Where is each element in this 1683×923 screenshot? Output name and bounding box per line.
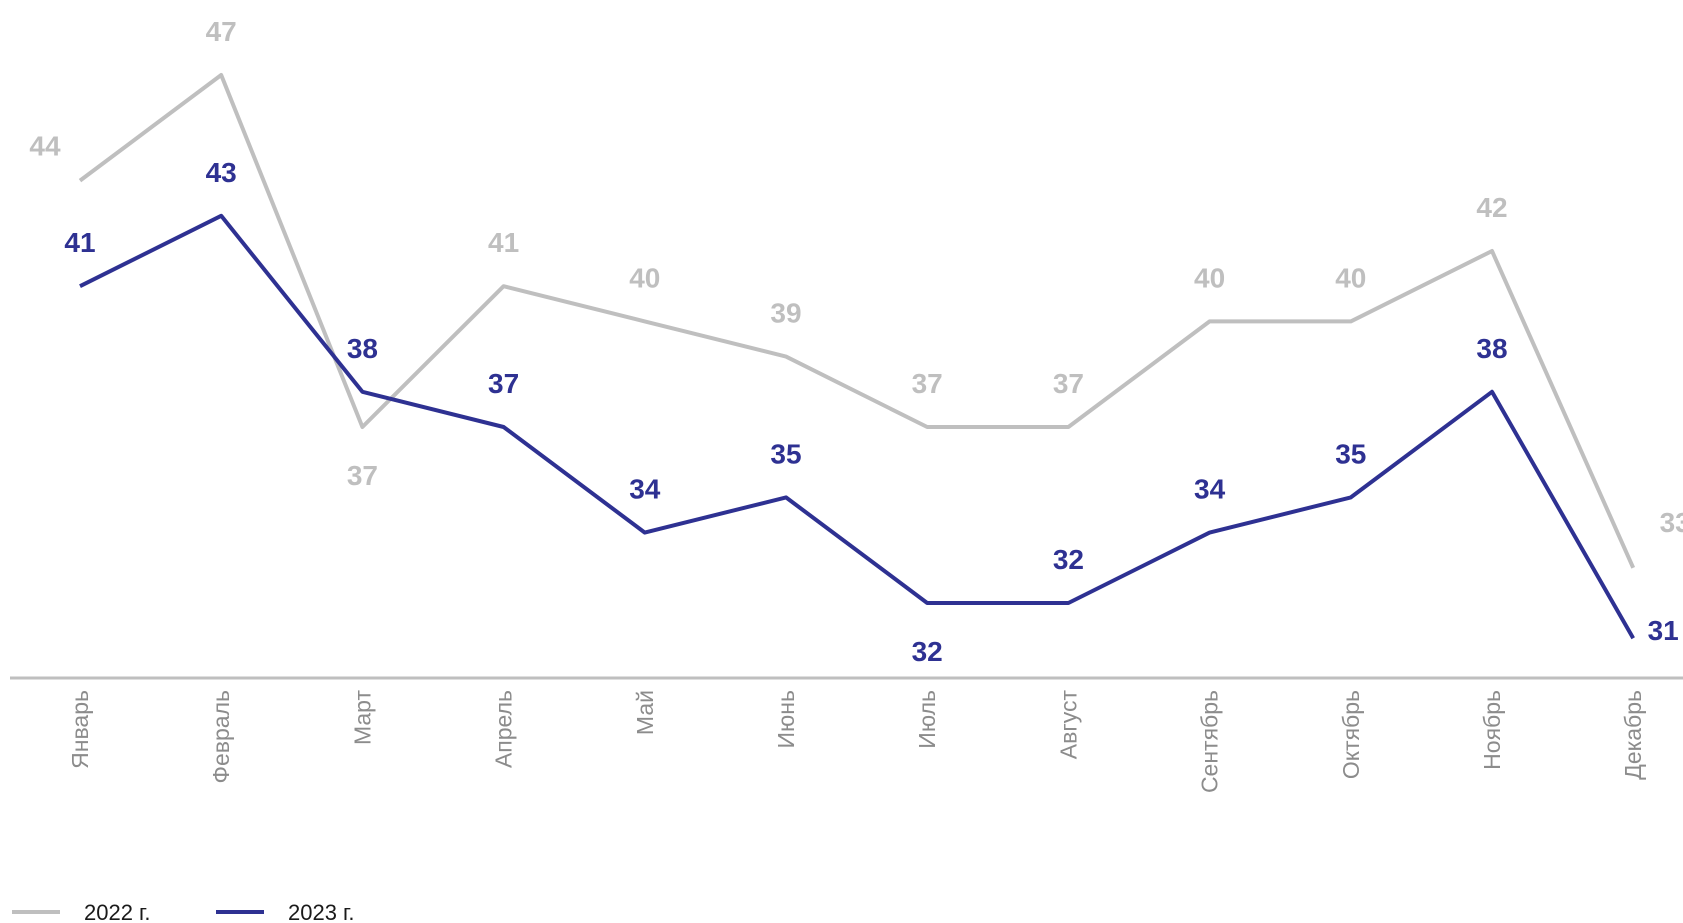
data-label: 40 bbox=[1194, 262, 1225, 293]
data-label: 37 bbox=[1053, 368, 1084, 399]
data-label: 37 bbox=[488, 368, 519, 399]
series-line-2022 bbox=[78, 73, 1636, 569]
data-label: 34 bbox=[629, 474, 661, 505]
data-label: 34 bbox=[1194, 474, 1226, 505]
legend: 2022 г. 2023 г. bbox=[12, 900, 355, 923]
data-label: 37 bbox=[347, 460, 378, 491]
data-label: 42 bbox=[1476, 192, 1507, 223]
x-tick-label: Январь bbox=[67, 690, 93, 769]
data-label: 33 bbox=[1660, 507, 1683, 538]
x-tick-label: Июль bbox=[914, 690, 940, 749]
x-tick-label: Октябрь bbox=[1338, 690, 1364, 779]
data-label: 32 bbox=[912, 636, 943, 667]
data-label: 39 bbox=[770, 298, 801, 329]
x-tick-label: Июнь bbox=[773, 690, 799, 748]
data-label: 38 bbox=[1476, 333, 1507, 364]
data-label: 47 bbox=[206, 16, 237, 47]
series-lines bbox=[78, 73, 1636, 640]
data-label: 37 bbox=[912, 368, 943, 399]
data-label: 31 bbox=[1648, 615, 1679, 646]
x-tick-label: Май bbox=[632, 690, 658, 735]
x-axis-tick-labels: Январь Февраль Март Апрель Май Июнь Июль Август… bbox=[67, 690, 1646, 794]
data-label: 35 bbox=[1335, 438, 1366, 469]
data-label: 40 bbox=[629, 262, 660, 293]
x-tick-label: Сентябрь bbox=[1197, 690, 1223, 793]
data-labels: 44 47 37 41 40 39 37 37 40 40 42 33 41 43 38 37 34 35 32 32… bbox=[29, 16, 1683, 667]
x-tick-label: Ноябрь bbox=[1479, 690, 1505, 770]
data-label: 40 bbox=[1335, 262, 1366, 293]
data-label: 35 bbox=[770, 438, 801, 469]
x-tick-label: Февраль bbox=[208, 690, 234, 783]
x-tick-label: Декабрь bbox=[1620, 690, 1646, 780]
x-tick-label: Март bbox=[349, 690, 375, 745]
data-label: 44 bbox=[29, 131, 61, 162]
data-label: 32 bbox=[1053, 544, 1084, 575]
series-line-2023 bbox=[79, 213, 1635, 640]
data-label: 41 bbox=[64, 227, 95, 258]
data-label: 43 bbox=[206, 157, 237, 188]
data-label: 38 bbox=[347, 333, 378, 364]
data-label: 41 bbox=[488, 227, 519, 258]
x-tick-label: Август bbox=[1055, 690, 1081, 760]
legend-label: 2023 г. bbox=[288, 900, 355, 923]
legend-label: 2022 г. bbox=[84, 900, 151, 923]
x-tick-label: Апрель bbox=[491, 690, 517, 768]
